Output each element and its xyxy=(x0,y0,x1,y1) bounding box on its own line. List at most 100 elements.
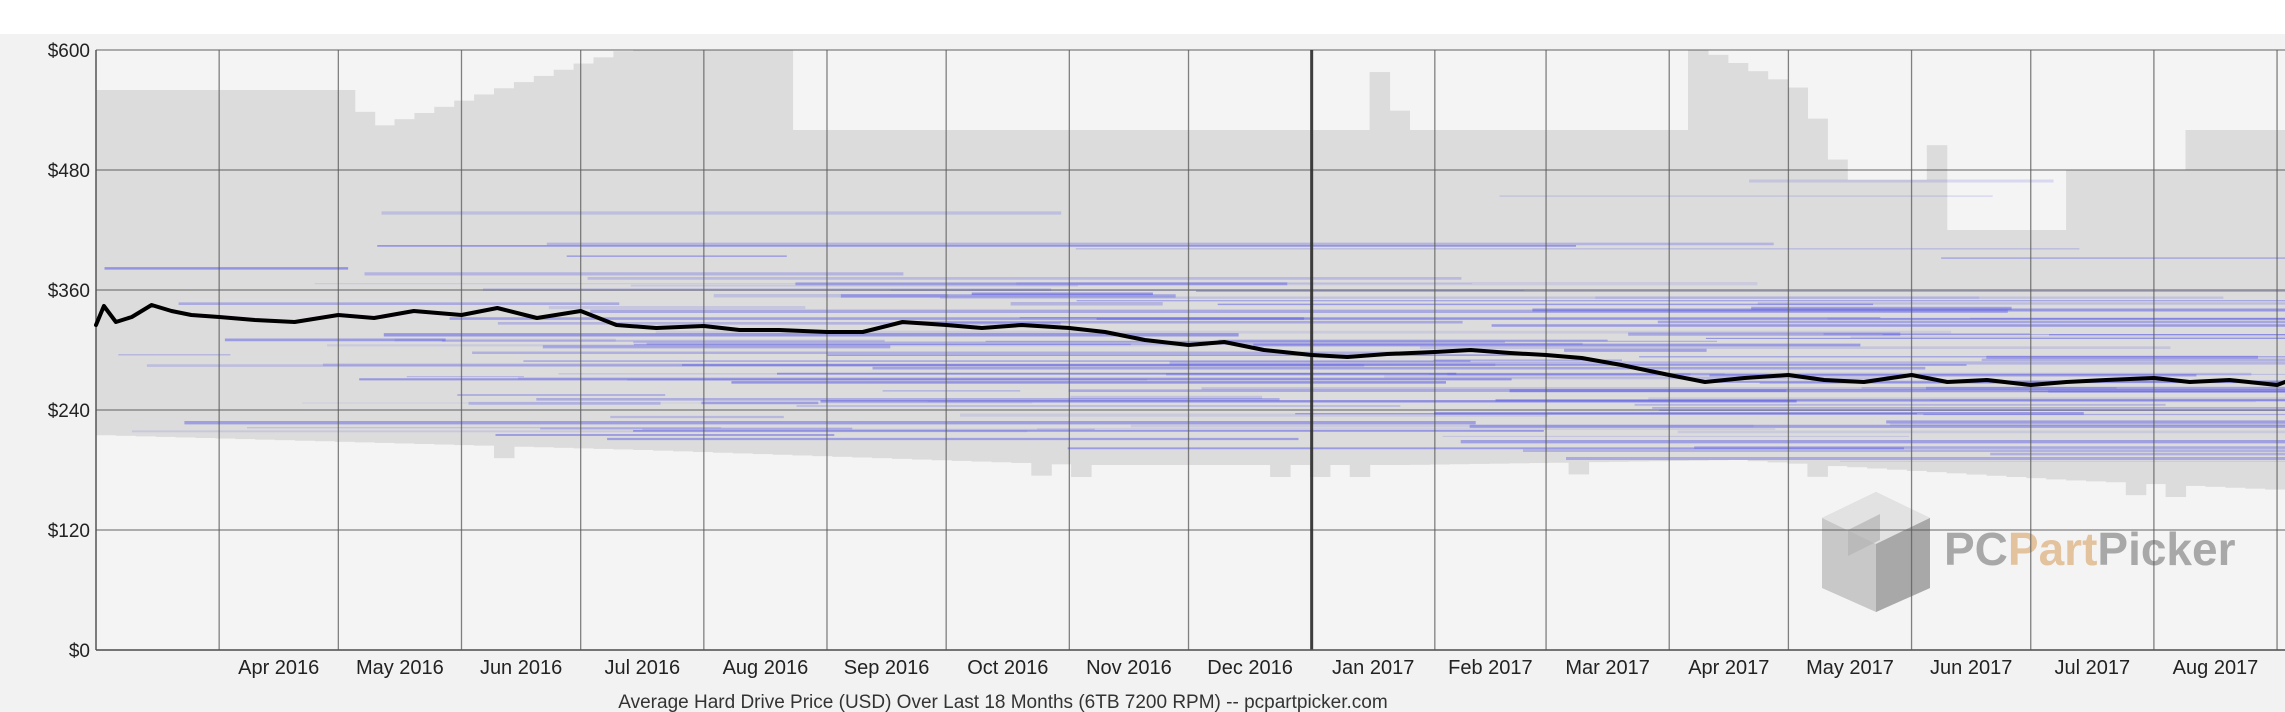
x-axis-tick-labels: Apr 2016 May 2016 Jun 2016 Jul 2016 Aug 2016… xyxy=(238,657,2258,679)
y-tick-label: $240 xyxy=(48,401,90,422)
price-range-column xyxy=(1548,130,1570,463)
price-range-column xyxy=(2165,170,2187,497)
chart-gridlines xyxy=(95,49,2285,651)
price-range-column xyxy=(215,90,236,439)
price-range-column xyxy=(951,130,973,461)
price-range-column xyxy=(195,90,216,438)
price-range-column xyxy=(96,90,117,436)
price-range-column xyxy=(454,100,475,446)
price-range-column xyxy=(175,90,197,438)
price-range-column xyxy=(573,63,595,449)
chart-title: Average Hard Drive Price (USD) Over Last… xyxy=(618,692,1387,712)
price-range-column xyxy=(752,50,774,455)
price-range-column xyxy=(2006,230,2027,477)
x-tick-label: Jun 2016 xyxy=(480,657,562,679)
price-range-column xyxy=(2125,170,2147,496)
x-tick-label: Aug 2017 xyxy=(2173,657,2259,679)
price-range-column xyxy=(1588,130,1609,463)
price-range-column xyxy=(1867,180,1888,469)
x-tick-label: Dec 2016 xyxy=(1207,657,1293,679)
x-tick-label: May 2017 xyxy=(1806,657,1894,679)
average-price-line xyxy=(94,303,2285,387)
price-range-column xyxy=(434,106,455,445)
price-range-column xyxy=(1270,130,1291,477)
average-price-series xyxy=(94,303,2285,387)
price-range-area xyxy=(96,50,2285,497)
price-range-column xyxy=(474,94,495,446)
price-range-column xyxy=(593,57,614,449)
x-tick-label: Jul 2016 xyxy=(604,657,680,679)
price-range-column xyxy=(653,50,674,451)
price-range-column xyxy=(1986,230,2007,476)
y-tick-label: $600 xyxy=(48,41,90,62)
price-range-column xyxy=(613,51,634,450)
cube-logo-icon xyxy=(1822,492,1930,612)
price-range-column xyxy=(1449,130,1470,465)
price-range-column xyxy=(2205,130,2226,487)
y-tick-label: $0 xyxy=(69,641,90,662)
price-range-column xyxy=(374,125,396,443)
price-range-column xyxy=(1309,130,1331,477)
price-range-column xyxy=(1767,79,1789,463)
price-range-column xyxy=(2026,230,2047,479)
x-tick-label: Jul 2017 xyxy=(2054,657,2130,679)
price-range-column xyxy=(1608,130,1629,462)
svg-text:PCPartPicker: PCPartPicker xyxy=(1944,523,2236,575)
price-range-column xyxy=(334,90,356,442)
x-tick-label: Feb 2017 xyxy=(1448,657,1533,679)
price-range-column xyxy=(553,69,575,448)
price-range-column xyxy=(673,50,694,452)
price-range-column xyxy=(1389,110,1410,466)
x-tick-label: Oct 2016 xyxy=(967,657,1048,679)
price-range-column xyxy=(1071,130,1092,477)
price-range-column xyxy=(235,90,256,440)
price-range-column xyxy=(892,130,913,459)
price-range-column xyxy=(1508,130,1530,464)
price-range-column xyxy=(1946,230,1968,474)
price-range-column xyxy=(1688,50,1709,461)
price-range-column xyxy=(1349,130,1371,477)
price-range-column xyxy=(2185,130,2206,486)
price-range-column xyxy=(2046,230,2067,480)
x-tick-label: Sep 2016 xyxy=(844,657,930,679)
price-range-column xyxy=(1727,63,1749,460)
x-tick-label: Apr 2016 xyxy=(238,657,319,679)
price-range-column xyxy=(1787,87,1808,464)
price-range-column xyxy=(1469,130,1490,464)
x-tick-label: Nov 2016 xyxy=(1086,657,1172,679)
price-range-column xyxy=(255,90,276,440)
price-range-column xyxy=(115,90,137,436)
price-range-column xyxy=(533,75,555,448)
x-tick-label: Apr 2017 xyxy=(1688,657,1769,679)
price-range-column xyxy=(1966,230,1988,475)
price-range-column xyxy=(1568,130,1590,475)
price-range-column xyxy=(414,113,435,444)
watermark-pc-text: PC xyxy=(1944,523,2008,575)
price-range-column xyxy=(732,50,754,454)
price-range-column xyxy=(1707,54,1729,461)
price-range-column xyxy=(832,130,853,457)
price-range-column xyxy=(812,130,833,457)
price-range-column xyxy=(314,90,336,442)
price-range-column xyxy=(2145,170,2167,485)
watermark-part-text: Part xyxy=(2008,523,2097,575)
price-range-column xyxy=(1668,130,1689,461)
price-range-column xyxy=(135,90,157,437)
price-range-column xyxy=(1409,130,1430,465)
listing-price-lines xyxy=(104,179,2285,463)
x-tick-label: Mar 2017 xyxy=(1565,657,1650,679)
price-range-column xyxy=(852,130,873,458)
price-range-column xyxy=(1628,130,1649,462)
price-range-column xyxy=(394,119,415,444)
x-tick-label: Aug 2016 xyxy=(723,657,809,679)
y-tick-label: $360 xyxy=(48,281,90,302)
price-range-column xyxy=(1807,118,1828,477)
price-range-column xyxy=(1847,180,1868,468)
price-range-column xyxy=(1747,71,1769,462)
price-range-column xyxy=(295,90,316,441)
price-range-column xyxy=(772,50,794,455)
price-range-column xyxy=(513,82,535,447)
pcpartpicker-watermark: PCPartPicker xyxy=(1822,492,2236,612)
